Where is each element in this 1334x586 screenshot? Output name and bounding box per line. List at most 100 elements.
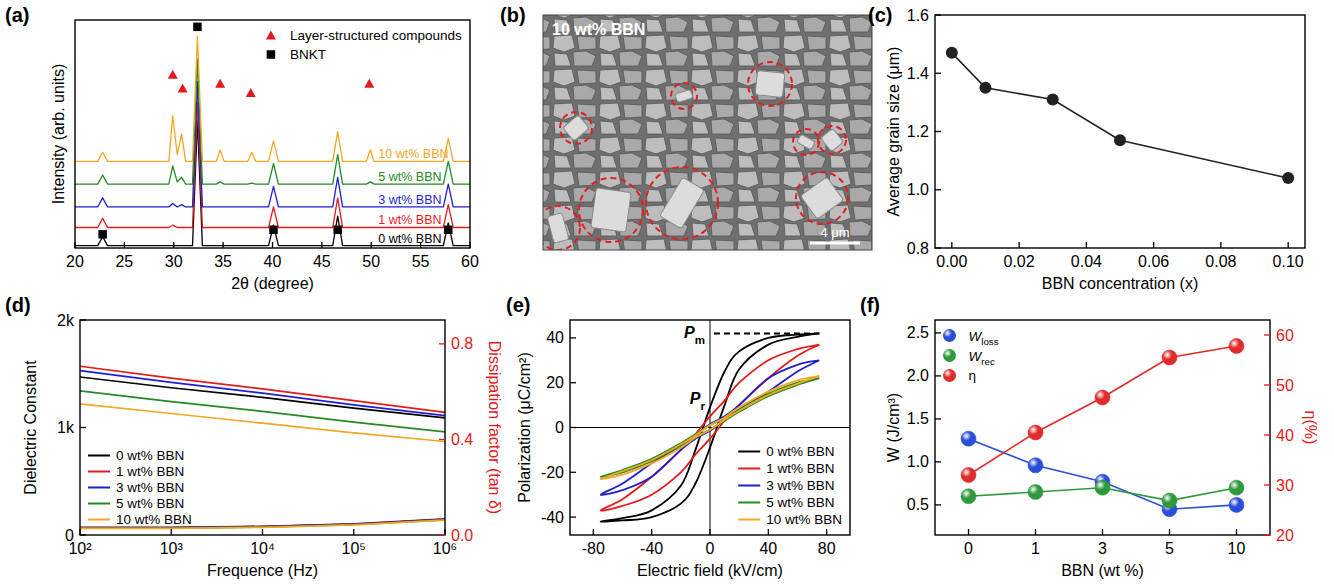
x-tick (173, 242, 174, 248)
highlight-circle (671, 83, 697, 109)
y-axis-title: Intensity (arb. units) (50, 64, 67, 205)
legend-label: 5 wt% BBN (766, 495, 834, 510)
y-tick (935, 131, 941, 132)
panel-pe-loops: -80-4004080-40-2002040Electric field (kV… (506, 294, 850, 579)
x-axis-title: Electric field (kV/cm) (637, 562, 783, 579)
x-tick-label: 60 (461, 253, 479, 270)
x-axis-title: Frequence (Hz) (207, 562, 318, 579)
legend-label: η (969, 368, 977, 383)
grain-point (979, 82, 991, 94)
x-tick (1169, 529, 1170, 535)
highlight-circle (748, 62, 792, 106)
x-tick-label: 30 (165, 253, 183, 270)
legend: WlossWrecη (943, 328, 999, 383)
highlight-circle (579, 178, 643, 242)
x-axis-title: BBN concentration (x) (1042, 275, 1199, 292)
highlight-circle (543, 206, 580, 250)
energy-point (1028, 458, 1043, 473)
y-tick-label: -20 (541, 464, 564, 481)
legend-label: Wloss (969, 328, 999, 347)
plate-grain (675, 89, 693, 102)
plot-frame (570, 320, 850, 535)
y-tick-label: 0 (555, 419, 564, 436)
legend-swatch (738, 468, 760, 470)
legend-swatch (88, 487, 110, 489)
y-tick-label: 0.5 (907, 496, 929, 513)
figure: 0 wt% BBN1 wt% BBN3 wt% BBN5 wt% BBN10 w… (0, 0, 1334, 586)
pm-guide (714, 332, 819, 334)
x-tick-label: 0.06 (1138, 253, 1169, 270)
series-label: 0 wt% BBN (378, 232, 441, 246)
x-tick-label: 0 (706, 540, 715, 557)
legend-label: Layer-structured compounds (290, 28, 462, 43)
y-tick (935, 189, 941, 190)
y-tick-label: 0.8 (451, 335, 473, 352)
x-tick (651, 529, 652, 535)
annotation: Pr (690, 390, 706, 412)
plate-grain (821, 128, 844, 151)
x-tick-label: 3 (1098, 540, 1107, 557)
plate-grain (800, 177, 843, 219)
y-tick (935, 461, 941, 462)
x-tick (420, 242, 421, 248)
x-tick-label: 35 (214, 253, 232, 270)
zero-line (570, 427, 850, 428)
plot-data (961, 339, 1244, 517)
text-part: m (695, 334, 705, 346)
sem-grains (543, 15, 872, 250)
energy-point (961, 489, 976, 504)
panel-xrd: 0 wt% BBN1 wt% BBN3 wt% BBN5 wt% BBN10 w… (5, 4, 479, 292)
text-part: r (701, 400, 706, 412)
x-tick-label: -40 (640, 540, 663, 557)
peak-marker (364, 79, 374, 88)
legend: 0 wt% BBN1 wt% BBN3 wt% BBN5 wt% BBN10 w… (738, 444, 842, 527)
text-part: P (684, 324, 695, 341)
x-tick (74, 242, 75, 248)
grain-point (1114, 134, 1126, 146)
y-tick (570, 472, 576, 473)
energy-point (1162, 350, 1177, 365)
x-tick (768, 529, 769, 535)
y-tick-label: 1.0 (907, 453, 929, 470)
energy-point (1229, 480, 1244, 495)
peak-marker (193, 23, 202, 32)
y-tick (439, 343, 445, 344)
energy-point (1162, 493, 1177, 508)
x-tick-label: 0.10 (1273, 253, 1304, 270)
legend-label: 1 wt% BBN (766, 461, 834, 476)
plate-grain (797, 134, 816, 150)
series-label: 5 wt% BBN (378, 170, 441, 184)
plate-grain (755, 71, 785, 98)
y-tick-label: 0.4 (451, 431, 473, 448)
legend-label: 0 wt% BBN (116, 448, 184, 463)
text-part: loss (981, 336, 998, 347)
legend-label: 3 wt% BBN (116, 480, 184, 495)
x-tick (1018, 242, 1019, 248)
energy-point (961, 468, 976, 483)
panel-label: (d) (5, 294, 31, 316)
grain-point (1282, 172, 1294, 184)
y-tick (935, 375, 941, 376)
sem-image (543, 15, 872, 250)
legend-marker (943, 329, 956, 342)
x-tick-label: 50 (362, 253, 380, 270)
energy-point (1229, 497, 1244, 512)
y-tick (570, 382, 576, 383)
highlight-circle (793, 129, 819, 155)
x-tick (371, 242, 372, 248)
y-tick-label: 1.2 (907, 123, 929, 140)
y-tick (935, 14, 941, 15)
x-tick-label: 1 (1031, 540, 1040, 557)
y-axis-title: Dielectric Constant (22, 360, 39, 495)
y-tick-label: 20 (546, 374, 564, 391)
pe-loop (601, 333, 820, 521)
x-tick (593, 529, 594, 535)
plate-grain (591, 188, 631, 233)
x-tick (951, 242, 952, 248)
y-tick (935, 73, 941, 74)
y-axis-title: Dissipation factor (tan δ) (486, 341, 503, 514)
legend-label: 5 wt% BBN (116, 496, 184, 511)
x-tick (968, 529, 969, 535)
plot-frame (935, 320, 1270, 535)
panel-label: (e) (506, 294, 530, 316)
